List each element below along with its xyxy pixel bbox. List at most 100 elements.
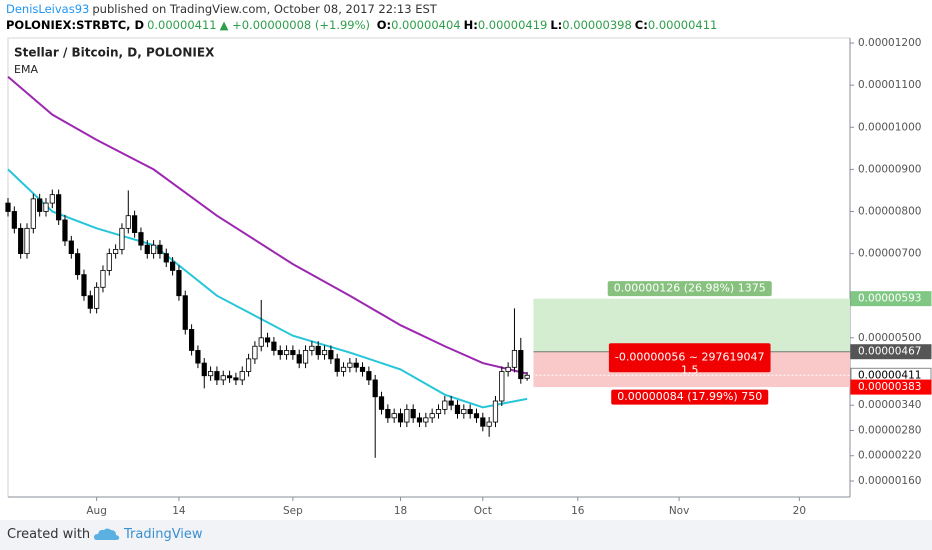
risk-label-bg: [608, 343, 771, 373]
candle-body: [138, 232, 144, 246]
candle-body: [226, 375, 233, 379]
ohlc-value: 0.00000404: [391, 18, 461, 32]
candle-body: [385, 409, 391, 419]
candle-body: [18, 227, 24, 255]
candle-body: [37, 198, 43, 212]
candle-body: [24, 227, 30, 255]
candle-body: [207, 371, 214, 377]
candle-body: [467, 409, 473, 415]
price-label: 0.00000593: [858, 293, 921, 305]
candle-body: [315, 345, 321, 356]
x-tick-label: 14: [172, 505, 186, 517]
candle-body: [461, 409, 467, 415]
candle-body: [170, 261, 176, 271]
symbol: POLONIEX:STRBTC, D: [6, 18, 145, 32]
candle-body: [486, 421, 492, 427]
target-label-bg: [607, 281, 772, 297]
price-label-bg: [850, 291, 932, 307]
candle-body: [220, 375, 226, 381]
candle-body: [201, 362, 207, 377]
candle-body: [239, 371, 245, 381]
candle-body: [410, 409, 416, 419]
candle-body: [94, 286, 100, 309]
y-tick-label: 0.00000220: [858, 450, 921, 462]
price-label: 0.00000411: [858, 369, 921, 381]
logo: [94, 528, 120, 540]
ohlc-label: H:: [463, 18, 478, 32]
plot-frame: [7, 37, 851, 498]
candle-body: [391, 413, 397, 419]
y-tick-label: 0.00000800: [858, 205, 921, 217]
candle-body: [429, 413, 435, 419]
candle-body: [290, 350, 296, 356]
candle-body: [11, 211, 17, 229]
last-price: 0.00000411: [147, 18, 217, 32]
footer-brand[interactable]: TradingView: [124, 527, 203, 542]
candle-body: [157, 244, 163, 255]
ohlc-label: L:: [550, 18, 563, 32]
candle-body: [454, 404, 461, 415]
indicator-label: EMA: [14, 63, 38, 76]
ohlc-value: 0.00000398: [562, 18, 632, 32]
candle-body: [106, 253, 112, 271]
candle-body: [492, 400, 499, 423]
price-label: 0.00000383: [858, 381, 921, 393]
risk-label: -0.00000056 ~ 297619047: [615, 351, 765, 364]
candle-body: [87, 295, 93, 309]
author[interactable]: DenisLeivas93: [6, 2, 90, 16]
candle-body: [119, 227, 125, 250]
candle-body: [442, 400, 448, 410]
stop-label-bg: [611, 389, 769, 405]
candle-body: [264, 337, 271, 343]
candle-body: [233, 377, 239, 381]
x-tick-label: Nov: [669, 505, 690, 517]
candle-body: [334, 358, 340, 372]
candle-body: [473, 413, 480, 419]
y-tick-label: 0.00001100: [858, 79, 921, 91]
ratio-label: 1.5: [681, 364, 699, 377]
published: published on TradingView.com, October 08…: [92, 2, 437, 16]
header-line: POLONIEX:STRBTC, D 0.00000411 ▲ +0.0000000…: [6, 18, 720, 32]
y-tick-label: 0.00000500: [858, 332, 921, 344]
ohlc-label: O:: [376, 18, 392, 32]
price-label: 0.00000467: [858, 346, 921, 358]
candle-body: [397, 413, 404, 423]
candle-body: [448, 400, 454, 406]
candle-body: [5, 202, 11, 212]
candle-body: [62, 219, 68, 242]
candle-body: [378, 396, 385, 410]
candle-body: [68, 240, 74, 255]
x-tick-label: Aug: [86, 505, 107, 517]
x-tick-label: 20: [793, 505, 806, 517]
candle-body: [347, 362, 353, 368]
y-tick-label: 0.00001000: [858, 121, 921, 133]
x-tick-label: Sep: [283, 505, 303, 517]
candle-body: [340, 366, 347, 372]
candle-body: [359, 366, 366, 372]
candle-body: [404, 409, 410, 423]
candle-body: [30, 198, 36, 229]
candle-body: [353, 362, 359, 368]
candle-body: [302, 350, 309, 364]
candle-body: [214, 371, 220, 381]
candle-body: [480, 417, 486, 427]
candle-body: [366, 371, 372, 381]
x-tick-label: 16: [571, 505, 585, 517]
candle-body: [195, 350, 201, 364]
ohlc-label: C:: [634, 18, 648, 32]
candle-body: [277, 350, 283, 356]
candle-body: [43, 202, 49, 212]
candle-body: [283, 350, 290, 356]
chart-title: Stellar / Bitcoin, D, POLONIEX: [14, 46, 215, 60]
stop-label: 0.00000084 (17.99%) 750: [617, 390, 762, 403]
candle-body: [100, 270, 106, 288]
candle-body: [328, 350, 334, 360]
ohlc-value: 0.00000411: [647, 18, 718, 32]
y-tick-label: 0.00000160: [858, 475, 921, 487]
price-label-bg: [850, 379, 932, 395]
chart: Stellar / Bitcoin, D, POLONIEX EMA 0.000…: [5, 37, 932, 517]
y-tick-label: 0.00000900: [858, 163, 921, 175]
candle-body: [75, 253, 81, 276]
candle-body: [518, 350, 524, 380]
